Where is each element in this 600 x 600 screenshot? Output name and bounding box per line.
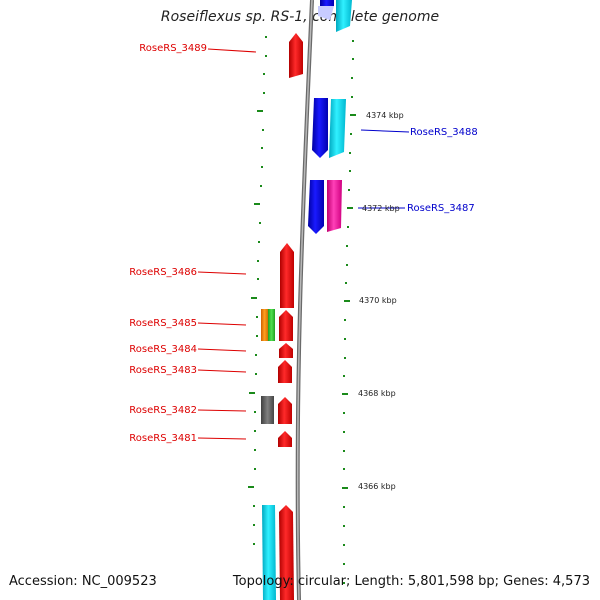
gene-bottom-red	[279, 505, 294, 600]
gene-rosers-3482	[278, 397, 292, 424]
gene-label-rosers-3485: RoseRS_3485	[129, 318, 197, 329]
right-tick-track	[342, 40, 356, 584]
gene-rosers-3488	[312, 98, 328, 158]
gene-rosers-3485-orange	[261, 309, 268, 341]
gene-top-lavender-partial	[318, 6, 334, 20]
gene-label-rosers-3487: RoseRS_3487	[407, 203, 475, 214]
gene-bottom-cyan	[262, 505, 276, 600]
gene-rosers-3485-green	[268, 309, 275, 341]
gene-rosers-3481	[278, 431, 292, 447]
gene-rosers-3488-cyan	[329, 99, 346, 158]
gene-label-rosers-3489: RoseRS_3489	[139, 43, 207, 54]
left-leader-lines	[197, 48, 257, 440]
gene-label-rosers-3484: RoseRS_3484	[129, 344, 197, 355]
tick-label-4372: 4372 kbp	[362, 204, 400, 213]
gene-label-rosers-3482: RoseRS_3482	[129, 405, 197, 416]
tick-label-4374: 4374 kbp	[366, 111, 404, 120]
gene-label-rosers-3488: RoseRS_3488	[410, 127, 478, 138]
right-leader-lines	[358, 129, 410, 209]
gene-top-blue-partial	[320, 0, 334, 6]
gene-rosers-3487	[308, 180, 324, 234]
gene-label-rosers-3483: RoseRS_3483	[129, 365, 197, 376]
gene-labels-right: RoseRS_3488 RoseRS_3487	[407, 127, 478, 214]
gene-rosers-3482-gray	[261, 396, 274, 424]
gene-rosers-3484	[279, 343, 293, 358]
tick-label-4366: 4366 kbp	[358, 482, 396, 491]
gene-top-cyan-partial	[336, 0, 352, 32]
kbp-tick-labels: 4374 kbp 4372 kbp 4370 kbp 4368 kbp 4366…	[358, 111, 404, 491]
accession-text: Accession: NC_009523	[9, 574, 157, 589]
gene-label-rosers-3481: RoseRS_3481	[129, 433, 197, 444]
genome-title: Roseiflexus sp. RS-1, complete genome	[160, 9, 440, 25]
left-tick-track	[248, 36, 267, 545]
gene-rosers-3487-magenta	[327, 180, 342, 232]
gene-rosers-3485	[279, 310, 293, 341]
gene-label-rosers-3486: RoseRS_3486	[129, 267, 197, 278]
gene-rosers-3486	[280, 243, 294, 308]
topology-text: Topology: circular; Length: 5,801,598 bp…	[232, 574, 590, 589]
tick-label-4368: 4368 kbp	[358, 389, 396, 398]
gene-rosers-3489	[289, 33, 303, 78]
tick-label-4370: 4370 kbp	[359, 296, 397, 305]
gene-labels-left: RoseRS_3489 RoseRS_3486 RoseRS_3485 Rose…	[129, 43, 207, 444]
gene-rosers-3483	[278, 360, 292, 383]
